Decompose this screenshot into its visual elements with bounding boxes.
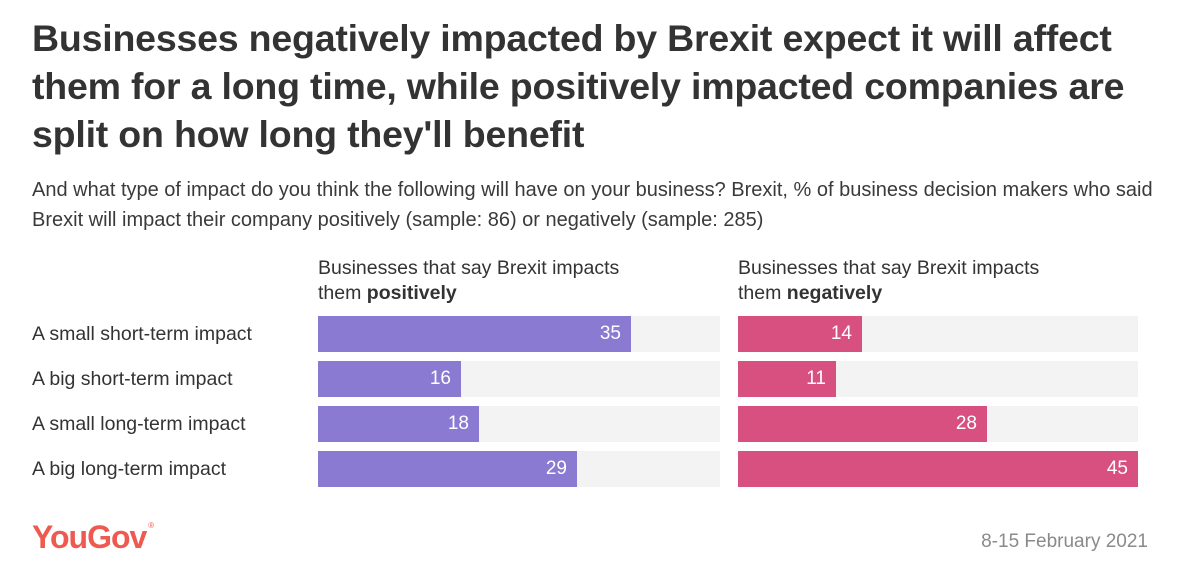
bar-track: 45 [738, 451, 1138, 487]
series-header-text: Businesses that say Brexit impacts [318, 257, 620, 279]
bar [318, 451, 577, 487]
bar [738, 451, 1138, 487]
data-label: 35 [599, 323, 621, 344]
bar-track: 28 [738, 406, 1138, 442]
bar-track: 16 [318, 361, 720, 397]
series-header-emphasis: negatively [786, 282, 883, 304]
series-header: Businesses that say Brexit impacts them p… [318, 256, 619, 306]
bar-track: 18 [318, 406, 720, 442]
chart-title: Businesses negatively impacted by Brexit… [32, 17, 1125, 155]
survey-date: 8-15 February 2021 [981, 531, 1148, 552]
bar [738, 361, 836, 397]
category-label: A big short-term impact [32, 368, 233, 390]
bar-track: 14 [738, 316, 1138, 352]
data-label: 18 [447, 413, 469, 434]
bar [318, 316, 631, 352]
data-label: 45 [1106, 458, 1128, 479]
series-header-text: them [738, 282, 787, 304]
series-header-emphasis: positively [366, 282, 457, 304]
data-label: 16 [429, 368, 451, 389]
bar [738, 316, 862, 352]
data-label: 14 [830, 323, 852, 344]
bar-track: 11 [738, 361, 1138, 397]
bar [738, 406, 987, 442]
bar [318, 406, 479, 442]
yougov-logo: YouGov ® [32, 519, 155, 556]
bar [318, 361, 461, 397]
category-label: A big long-term impact [32, 458, 227, 480]
series-header-text: Businesses that say Brexit impacts [738, 257, 1040, 279]
series-header-text: them [318, 282, 367, 304]
bar-track: 35 [318, 316, 720, 352]
series-header: Businesses that say Brexit impacts them n… [738, 256, 1039, 306]
data-label: 28 [955, 413, 977, 434]
category-label: A small long-term impact [32, 413, 246, 435]
category-label: A small short-term impact [32, 323, 252, 345]
registered-mark: ® [148, 521, 155, 530]
data-label: 11 [806, 368, 826, 389]
data-label: 29 [545, 458, 567, 479]
chart-subtitle: And what type of impact do you think the… [32, 179, 1153, 231]
bar-track: 29 [318, 451, 720, 487]
logo-text: YouGov [32, 519, 147, 555]
